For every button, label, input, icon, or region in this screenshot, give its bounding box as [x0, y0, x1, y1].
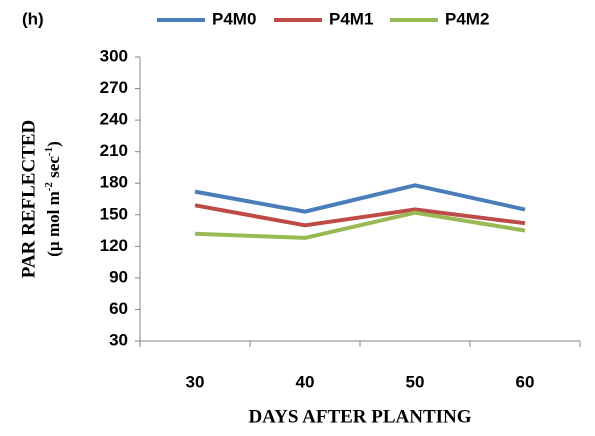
legend-label: P4M2: [445, 9, 489, 28]
superscript: -1: [43, 147, 55, 156]
y-axis-title: PAR REFLECTED: [18, 120, 39, 279]
units-text: sec: [44, 156, 63, 182]
y-tick-label: 240: [100, 110, 128, 129]
y-tick-label: 300: [100, 46, 128, 65]
series-line: [194, 183, 526, 214]
units-text: ): [44, 141, 63, 147]
x-tick-label: 40: [296, 372, 315, 391]
x-tick-label: 50: [406, 372, 425, 391]
y-axis-units: (µ mol m-2 sec-1): [43, 141, 63, 257]
x-axis-title: DAYS AFTER PLANTING: [248, 406, 471, 427]
y-tick-label: 60: [109, 299, 128, 318]
y-tick-label: 90: [109, 267, 128, 286]
superscript: -2: [43, 182, 55, 192]
y-tick-label: 210: [100, 141, 128, 160]
x-tick-label: 30: [186, 372, 205, 391]
panel-label: (h): [22, 9, 44, 28]
units-text: (µ mol m: [44, 191, 63, 257]
y-tick-label: 30: [109, 330, 128, 349]
series-line: [194, 210, 526, 240]
y-tick-label: 120: [100, 236, 128, 255]
legend-label: P4M0: [212, 9, 256, 28]
y-tick-label: 270: [100, 78, 128, 97]
y-tick-label: 150: [100, 204, 128, 223]
y-tick-label: 180: [100, 173, 128, 192]
x-tick-label: 60: [516, 372, 535, 391]
series-line: [194, 203, 526, 228]
legend-label: P4M1: [329, 9, 373, 28]
